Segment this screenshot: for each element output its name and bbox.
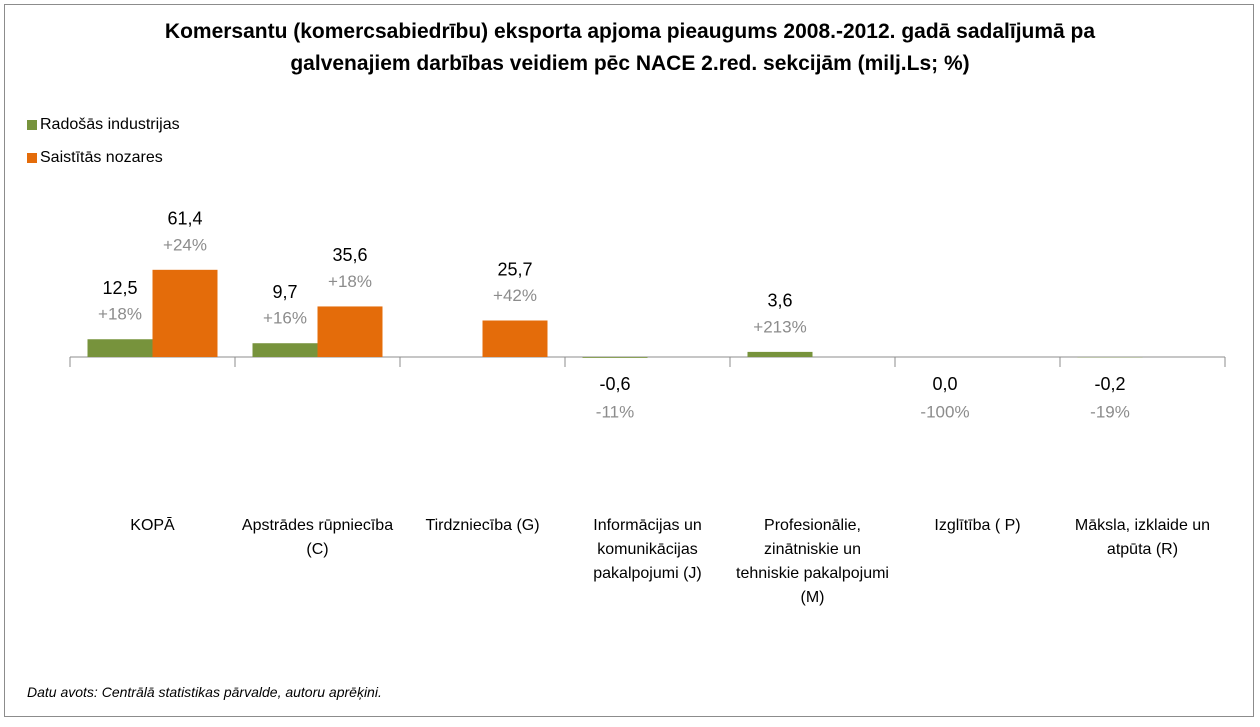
legend-label: Saistītās nozares xyxy=(40,149,163,166)
x-tick-label: Profesionālie, zinātniskie un tehniskie … xyxy=(736,517,889,606)
data-label: 0,0 xyxy=(932,374,957,394)
data-label: -0,6 xyxy=(599,374,630,394)
growth-label: +16% xyxy=(263,309,307,328)
bar xyxy=(747,351,813,357)
x-tick-label: Apstrādes rūpniecība (C) xyxy=(241,517,394,558)
growth-label: -100% xyxy=(920,402,969,421)
data-label: 12,5 xyxy=(102,278,137,298)
bar xyxy=(317,306,383,357)
growth-label: +18% xyxy=(328,272,372,291)
growth-label: -19% xyxy=(1090,402,1130,421)
x-tick-label: Izglītība ( P) xyxy=(934,517,1021,534)
bar xyxy=(252,343,318,357)
bar xyxy=(87,339,153,357)
data-label: 9,7 xyxy=(272,282,297,302)
data-label: 35,6 xyxy=(332,245,367,265)
chart-frame xyxy=(4,4,1254,717)
x-tick-label: Informācijas un komunikācijas pakalpojum… xyxy=(593,517,702,582)
bar xyxy=(152,269,218,357)
bar xyxy=(582,357,648,358)
data-label: 61,4 xyxy=(167,209,202,229)
x-tick-label: Tirdzniecība (G) xyxy=(425,517,540,534)
legend-swatch xyxy=(27,120,37,130)
chart-title: Komersantu (komercsabiedrību) eksporta a… xyxy=(164,20,1096,75)
x-tick-label: KOPĀ xyxy=(130,517,175,534)
data-label: -0,2 xyxy=(1094,374,1125,394)
bar xyxy=(482,320,548,357)
data-label: 3,6 xyxy=(767,291,792,311)
data-label: 25,7 xyxy=(497,259,532,279)
source-note: Datu avots: Centrālā statistikas pārvald… xyxy=(27,684,382,700)
legend-label: Radošās industrijas xyxy=(40,116,180,133)
legend-swatch xyxy=(27,153,37,163)
growth-label: +24% xyxy=(163,235,207,254)
growth-label: +213% xyxy=(753,317,806,336)
growth-label: +42% xyxy=(493,286,537,305)
growth-label: -11% xyxy=(596,402,634,421)
growth-label: +18% xyxy=(98,305,142,324)
x-tick-label: Māksla, izklaide un atpūta (R) xyxy=(1074,517,1211,558)
